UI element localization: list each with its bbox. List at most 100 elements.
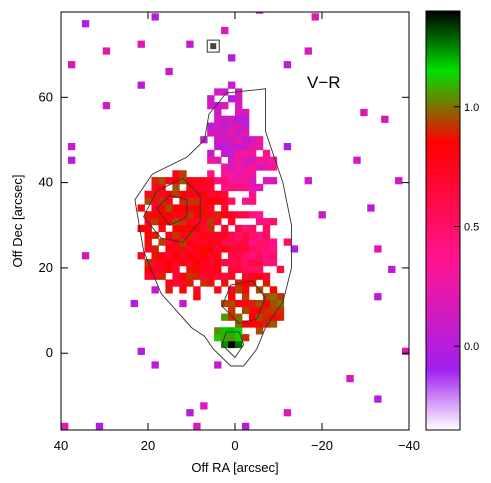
color-map-pixel [235,245,243,253]
color-map-pixel [221,177,229,185]
color-map-pixel [193,190,201,198]
color-map-pixel [276,313,285,321]
color-map-pixel [214,361,222,369]
color-map-pixel [179,197,187,205]
color-map-pixel [228,327,236,335]
color-map-pixel [228,265,236,274]
color-map-pixel [179,299,187,308]
color-map-pixel [172,231,180,239]
color-map-pixel [235,252,243,260]
color-map-pixel [235,115,243,123]
color-map-pixel [151,245,159,253]
color-map-pixel [262,293,271,301]
color-map-pixel [241,293,250,301]
color-map-pixel [186,245,194,253]
color-map-pixel [172,272,180,280]
color-map-pixel [214,88,222,96]
color-map-pixel [248,211,257,219]
color-map-pixel [151,272,159,280]
color-map-pixel [235,340,243,349]
color-map-pixel [235,108,243,117]
color-map-pixel [255,252,264,260]
x-tick-label: 0 [231,438,238,453]
color-map-pixel [151,13,159,21]
x-tick-label: 40 [54,438,68,453]
color-map-pixel [248,320,257,328]
color-map-pixel [214,272,222,280]
x-axis-ticks: 40 20 0 −20 −40 [54,12,420,453]
color-map-pixel [207,211,215,219]
color-map-pixel [193,177,201,185]
color-map-pixel [172,279,180,287]
color-map-pixel [193,245,201,253]
color-map-pixel [158,258,166,267]
color-map-pixel [262,299,271,308]
color-map-pixel [235,122,243,130]
color-map-pixel [102,102,111,110]
color-map-pixel [262,320,271,328]
color-map-pixel [228,129,236,137]
color-map-pixel [255,313,264,321]
color-map-pixel [235,224,243,233]
color-map-pixel [214,238,222,246]
color-map-pixel [255,238,264,246]
color-map-pixel [269,163,278,171]
color-map-pixel [186,258,194,267]
color-map-pixel [172,211,180,219]
color-map-pixel [200,218,208,226]
color-map-pixel [207,190,215,198]
color-map-pixel [200,258,208,267]
color-map-pixel [228,293,236,301]
color-map-pixel [262,218,271,226]
color-map-pixel [172,183,180,192]
color-map-pixel [151,231,159,239]
color-map-pixel [151,183,159,192]
color-map-pixel [241,334,250,342]
color-map-pixel [200,190,208,198]
color-map-pixel [221,142,229,151]
color-map-pixel [186,231,194,239]
color-map-pixel [214,231,222,239]
color-map-pixel [207,218,215,226]
color-map-pixel [228,81,236,89]
color-map-pixel [262,156,271,164]
color-map-pixel [214,218,222,226]
y-axis-ticks: 0 20 40 60 [39,89,409,360]
color-map-pixel [228,142,236,151]
color-map-pixel [248,306,257,314]
color-map-pixel [248,265,257,274]
color-map-pixel [172,177,180,185]
color-map-pixel [269,293,278,301]
color-map-pixel [318,211,326,219]
color-map-pixel [179,286,187,294]
color-map-pixel [235,156,243,164]
color-map-pixel [221,170,229,178]
color-map-pixel [221,197,229,205]
color-map-pixel [67,61,76,69]
color-map-pixel [235,334,243,342]
color-map-pixel [228,177,236,185]
color-map-pixel [193,197,201,205]
color-map-pixel [262,313,271,321]
color-map-pixel [165,252,173,260]
color-map-pixel [255,245,264,253]
color-map-pixel [214,129,222,137]
color-map-pixel [165,190,173,198]
color-map-pixel [248,272,257,280]
color-map-pixel [151,286,159,294]
color-map-pixel [151,252,159,260]
color-map-pixel [186,279,194,287]
intensity-contour [143,177,201,243]
color-map-pixel [151,197,159,205]
color-map-pixel [193,293,201,301]
color-map-pixel [228,122,236,130]
colorbar-gradient [425,10,461,431]
color-map-pixel [165,286,173,294]
color-map-pixel [144,197,152,205]
color-map-pixel [255,272,264,280]
color-map-pixel [221,258,229,267]
color-map-pixel [255,258,264,267]
color-map-pixel [81,20,90,28]
color-map-pixel [165,67,173,76]
color-map-pixel [221,102,229,110]
